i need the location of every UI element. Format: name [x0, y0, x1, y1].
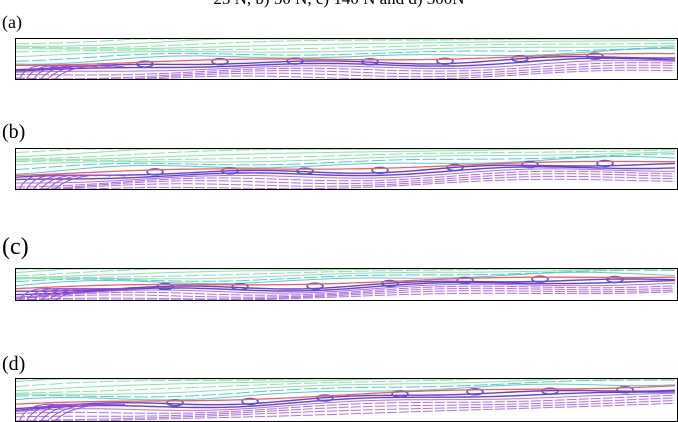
contour-blob	[596, 159, 614, 168]
contour-blob	[586, 52, 604, 60]
contour-arc	[18, 65, 56, 80]
interface-line	[15, 385, 676, 405]
contour-blob	[616, 386, 634, 394]
contour-blob	[146, 168, 164, 176]
contour-line	[15, 397, 676, 418]
panel-label: (c)	[2, 234, 29, 260]
contour-line	[15, 178, 676, 190]
contour-blob	[531, 275, 549, 283]
contour-line	[15, 400, 676, 422]
contour-line	[15, 269, 676, 283]
interface-line	[15, 276, 676, 290]
contour-arc	[46, 65, 112, 80]
contour-blob	[371, 166, 389, 175]
contour-line	[15, 282, 676, 298]
contour-blob	[466, 388, 484, 396]
contour-arc	[53, 174, 126, 190]
contour-blob	[156, 282, 174, 291]
contour-line	[15, 268, 675, 280]
panel-label: (d)	[2, 353, 26, 375]
contour-line	[15, 40, 676, 50]
contour-arc	[25, 65, 70, 80]
contour-line	[15, 149, 676, 163]
contour-blob	[456, 276, 474, 285]
contour-line	[15, 153, 676, 171]
contour-line	[15, 168, 675, 184]
contour-line	[15, 45, 676, 58]
contour-line	[15, 156, 676, 175]
contour-line	[15, 291, 676, 301]
contour-line	[15, 392, 676, 413]
contour-arc	[53, 403, 126, 422]
contour-line	[15, 271, 676, 287]
contour-line	[15, 151, 676, 166]
contour-blob	[391, 390, 409, 398]
contour-line	[15, 42, 675, 53]
contour-line	[15, 379, 675, 398]
contour-line	[15, 278, 676, 292]
contour-blob	[511, 54, 529, 63]
interface-line	[15, 52, 675, 66]
contour-blob	[316, 394, 334, 402]
contour-line	[15, 55, 675, 71]
contour-line	[15, 64, 676, 80]
panel-label: (a)	[2, 12, 22, 32]
contour-blob	[286, 57, 304, 65]
contour-blob	[606, 275, 624, 284]
contour-line	[15, 391, 676, 412]
contour-panel	[15, 38, 678, 80]
contour-panel	[15, 378, 678, 422]
contour-line	[15, 173, 676, 190]
contour-line	[15, 38, 675, 49]
contour-blob	[381, 279, 399, 288]
contour-line	[15, 48, 676, 65]
contour-blob	[211, 57, 229, 66]
contour-arc	[18, 403, 56, 422]
contour-line	[15, 402, 676, 422]
contour-line	[15, 389, 676, 410]
contour-line	[15, 287, 676, 300]
contour-line	[15, 175, 676, 190]
contour-panel	[15, 268, 678, 301]
panel-label: (b)	[2, 121, 26, 143]
contour-line	[15, 289, 676, 301]
contour-line	[15, 46, 676, 62]
contour-arc	[53, 65, 126, 80]
contour-line	[15, 279, 676, 296]
contour-line	[15, 285, 676, 299]
contour-line	[15, 383, 676, 401]
contour-line	[15, 166, 676, 181]
contour-blob	[521, 160, 539, 169]
contour-blob	[436, 57, 454, 65]
contour-arc	[53, 288, 126, 301]
contour-blob	[446, 163, 464, 172]
contour-blob	[231, 283, 249, 291]
contour-panel	[15, 148, 678, 190]
contour-line	[15, 170, 675, 188]
contour-blob	[166, 399, 184, 407]
contour-line	[15, 62, 676, 76]
contour-blob	[361, 58, 379, 66]
contour-blob	[296, 167, 314, 175]
contour-blob	[306, 282, 324, 290]
contour-blob	[136, 60, 154, 68]
contour-line	[15, 394, 676, 415]
contour-arc	[25, 403, 70, 422]
contour-line	[15, 162, 676, 178]
contour-blob	[221, 167, 239, 175]
contour-line	[15, 57, 676, 72]
contour-blob	[241, 397, 259, 406]
contour-line	[15, 59, 676, 73]
interface-line	[15, 160, 675, 177]
figure-caption: 25 N, b) 50 N, c) 140 N and d) 300N	[0, 0, 678, 9]
contour-blob	[541, 387, 559, 395]
